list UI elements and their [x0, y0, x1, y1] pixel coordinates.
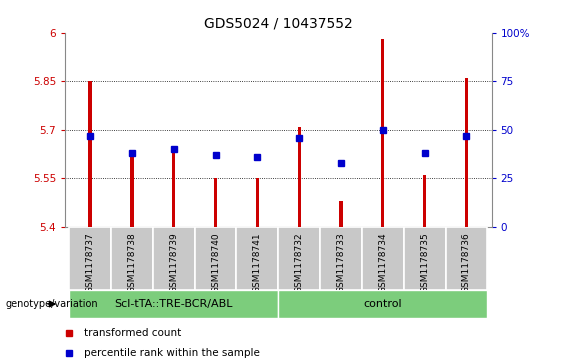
Text: GSM1178733: GSM1178733 [337, 232, 345, 293]
Bar [465, 78, 468, 227]
Text: GSM1178734: GSM1178734 [379, 232, 388, 293]
Text: GSM1178740: GSM1178740 [211, 232, 220, 293]
Bar [69, 290, 279, 318]
Text: GSM1178736: GSM1178736 [462, 232, 471, 293]
Bar [214, 178, 217, 227]
Bar [69, 227, 111, 290]
Bar [446, 227, 488, 290]
Bar [236, 227, 279, 290]
Bar [279, 290, 488, 318]
Bar [423, 175, 427, 227]
Bar [381, 39, 385, 227]
Bar [172, 152, 175, 227]
Bar [340, 201, 342, 227]
Bar [404, 227, 446, 290]
Bar [256, 178, 259, 227]
Bar [153, 227, 194, 290]
Bar [130, 156, 133, 227]
Text: GSM1178738: GSM1178738 [127, 232, 136, 293]
Bar [298, 127, 301, 227]
Text: genotype/variation: genotype/variation [6, 299, 98, 309]
Bar [111, 227, 153, 290]
Text: GSM1178737: GSM1178737 [85, 232, 94, 293]
Title: GDS5024 / 10437552: GDS5024 / 10437552 [204, 16, 353, 30]
Text: transformed count: transformed count [84, 329, 181, 338]
Bar [320, 227, 362, 290]
Bar [194, 227, 236, 290]
Text: control: control [363, 299, 402, 309]
Bar [362, 227, 404, 290]
Bar [279, 227, 320, 290]
Text: GSM1178739: GSM1178739 [169, 232, 178, 293]
Text: GSM1178732: GSM1178732 [295, 232, 303, 293]
Text: GSM1178735: GSM1178735 [420, 232, 429, 293]
Bar [88, 81, 92, 227]
Text: percentile rank within the sample: percentile rank within the sample [84, 348, 260, 358]
Text: GSM1178741: GSM1178741 [253, 232, 262, 293]
Text: Scl-tTA::TRE-BCR/ABL: Scl-tTA::TRE-BCR/ABL [115, 299, 233, 309]
